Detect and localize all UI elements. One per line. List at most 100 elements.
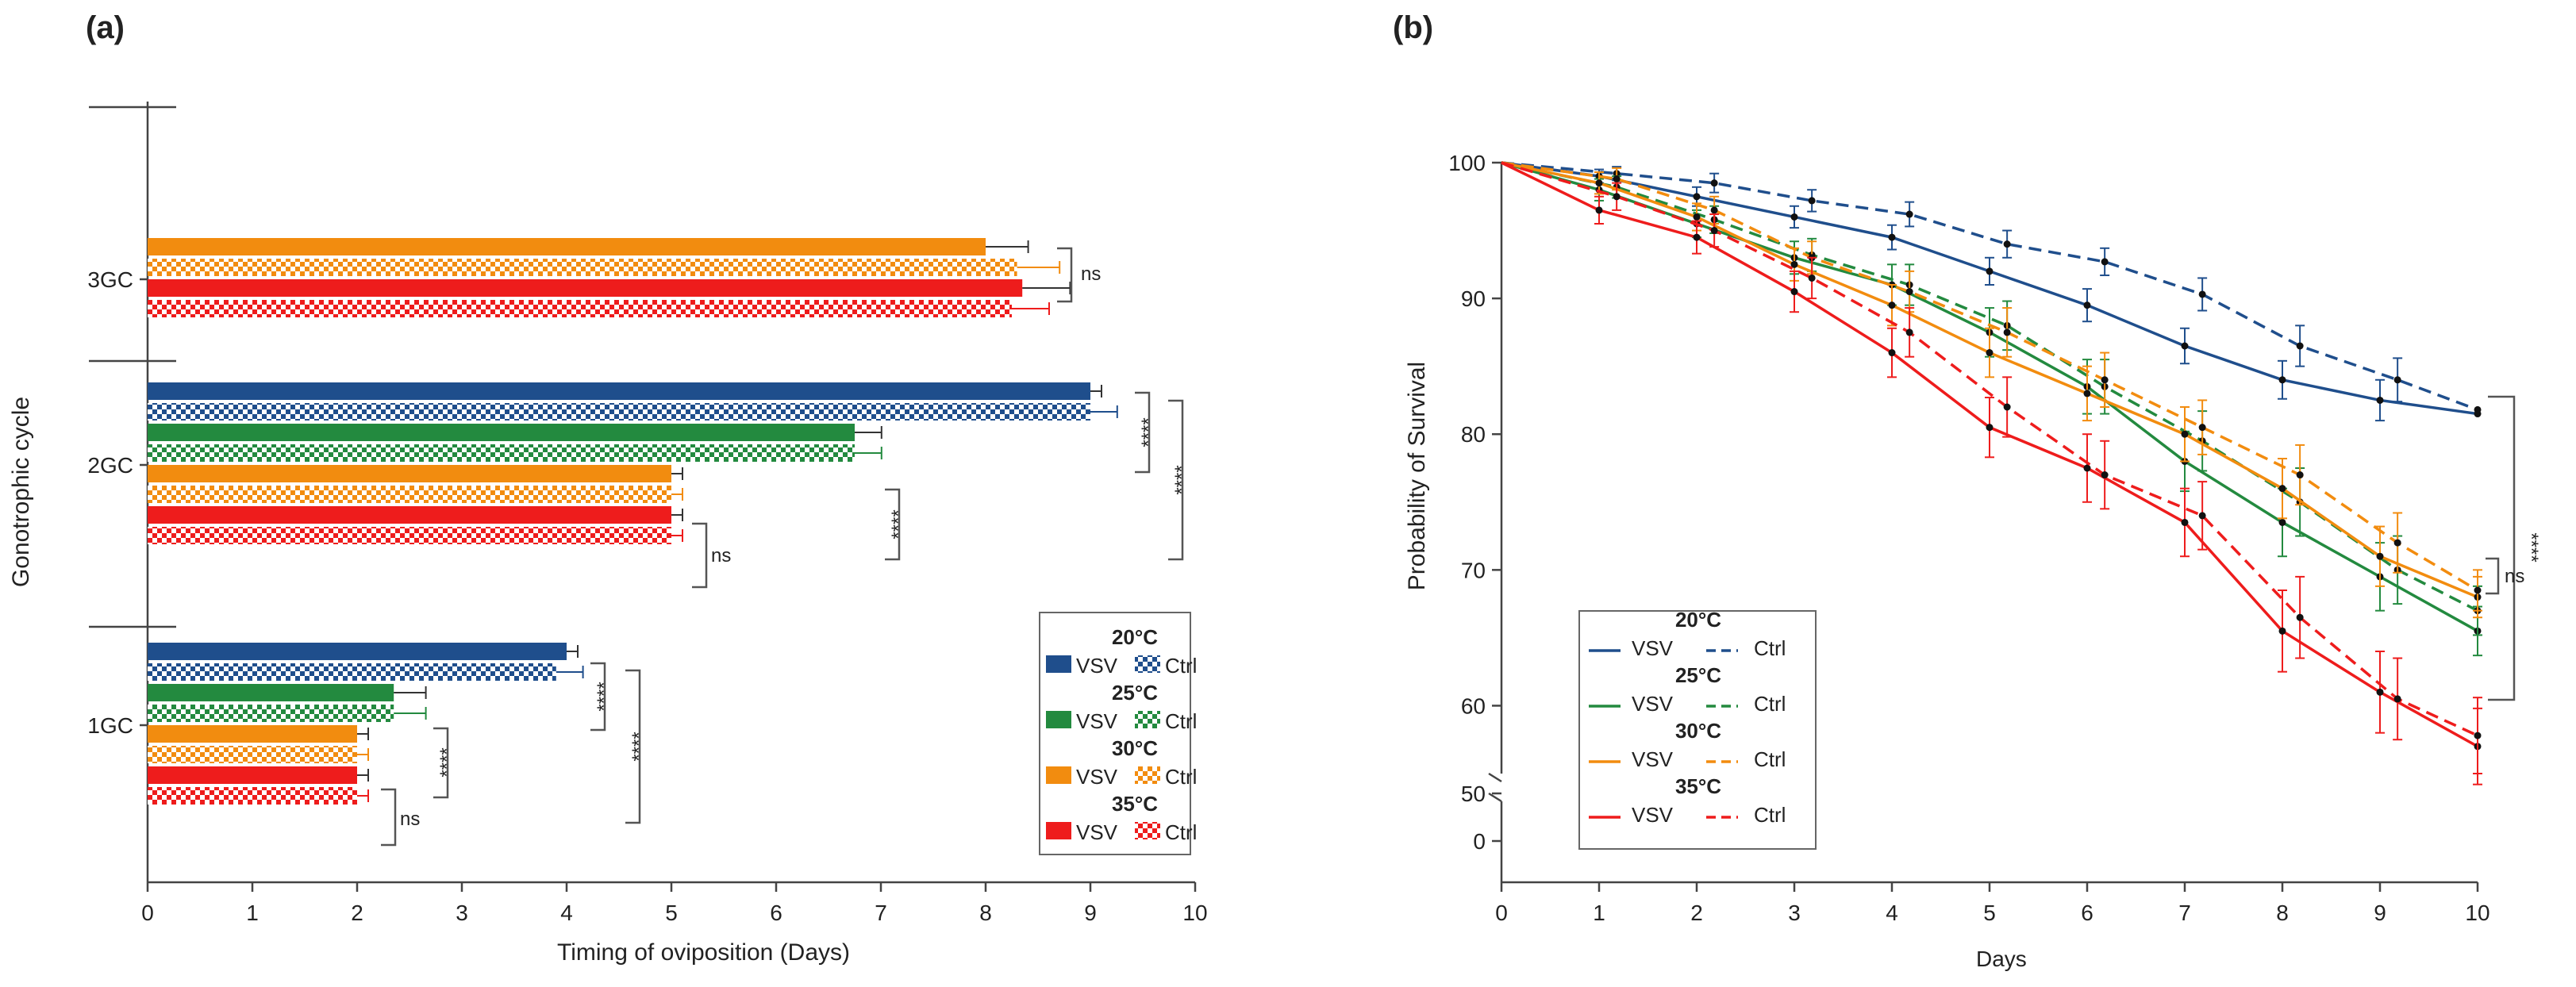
panel-a-legend: 20°C VSV Ctrl 25°C VSV Ctrl 30°C VSV Ctrl 35°C VSV… [1039,612,1197,855]
sig-label: **** [1171,465,1193,494]
bar [148,279,1023,297]
data-point [1888,301,1896,309]
legend-ctrl-label: Ctrl [1165,765,1197,789]
legend-vsv-label: VSV [1632,803,1674,827]
panel-b-significance-brackets [2486,395,2516,701]
data-point [2101,376,2109,384]
data-point [1613,175,1621,183]
data-point [2083,301,2091,309]
y-tick-label: 60 [1461,693,1486,718]
sig-label: ns [400,808,420,830]
data-point [2278,376,2286,384]
x-tick-label: 1 [246,901,259,925]
y-tick-label: 100 [1448,151,1486,175]
data-point [2296,342,2304,350]
panel-b-significance-labels: **** ns [2505,532,2542,587]
data-point [2474,586,2482,594]
data-point [2101,471,2109,479]
legend-temp-label: 25°C [1112,681,1158,705]
legend-vsv-label: VSV [1076,709,1118,733]
bracket [625,669,641,824]
legend-ctrl-label: Ctrl [1165,820,1197,844]
sig-label: **** [436,747,458,777]
bracket [692,522,708,589]
data-point [2198,290,2206,298]
panel-a-significance-labels: ns **** **** **** ns **** **** **** ns [400,263,1193,830]
bracket [2488,395,2516,701]
sig-label: **** [888,509,909,539]
bar [148,746,357,763]
panel-b-x-ticks: 0 1 2 3 4 5 6 7 8 9 10 [1495,882,2490,925]
data-point [2003,403,2011,411]
data-point [2083,464,2091,472]
series-20c-ctrl [1501,161,2482,413]
data-point [1710,227,1718,235]
x-tick-label: 0 [141,901,154,925]
panel-b-series [1501,161,2482,785]
bar [148,787,357,805]
series-line [1501,161,2478,613]
bar [148,300,1012,317]
bar [148,725,357,743]
data-point [1808,197,1816,205]
legend-swatch-vsv [1046,766,1071,784]
series-25c-ctrl [1501,161,2482,636]
x-tick-label: 5 [1983,901,1996,925]
legend-ctrl-label: Ctrl [1754,636,1786,660]
bracket [433,727,449,799]
bar [148,424,855,441]
legend-swatch-vsv [1046,711,1071,728]
legend-vsv-label: VSV [1076,654,1118,678]
legend-temp-label: 35°C [1112,792,1158,816]
x-tick-label: 3 [1788,901,1801,925]
legend-temp-label: 30°C [1112,736,1158,760]
legend-swatch-ctrl [1135,711,1160,728]
bar [148,527,671,544]
bracket [590,662,606,732]
y-tick-label: 50 [1461,782,1486,806]
data-point [2393,695,2401,703]
data-point [2278,627,2286,635]
sig-label: **** [629,732,650,761]
bar [148,643,567,660]
data-point [2181,518,2189,526]
legend-swatch-ctrl [1135,766,1160,784]
x-tick-label: 1 [1593,901,1605,925]
bar [148,382,1090,400]
legend-ctrl-label: Ctrl [1754,747,1786,771]
legend-ctrl-label: Ctrl [1165,654,1197,678]
data-point [2393,376,2401,384]
data-point [2376,688,2384,696]
bar [148,238,986,255]
data-point [2083,390,2091,397]
data-point [2393,539,2401,547]
data-point [2003,328,2011,336]
sig-label: **** [1138,417,1159,447]
data-point [2003,240,2011,248]
data-point [1905,210,1913,218]
legend-box [1039,612,1191,855]
data-point [1595,179,1603,187]
data-point [1595,206,1603,214]
panel-b-y-ticks: 60 70 80 90 100 [1448,151,1501,718]
x-tick-label: 4 [560,901,573,925]
data-point [1790,213,1798,221]
sig-label: ns [1081,263,1101,285]
panel-a-y-label: Gonotrophic cycle [8,397,34,587]
data-point [2376,396,2384,404]
data-point [2296,613,2304,621]
data-point [2376,552,2384,560]
legend-temp-label: 30°C [1675,719,1721,743]
x-tick-label: 9 [1084,901,1097,925]
bar [148,486,671,503]
bar [148,663,556,681]
legend-vsv-label: VSV [1632,636,1674,660]
data-point [1693,213,1701,221]
bar [148,766,357,784]
bracket [1057,247,1073,303]
legend-swatch-vsv [1046,655,1071,673]
sig-label: ns [2505,566,2524,587]
sig-label: **** [594,682,615,711]
